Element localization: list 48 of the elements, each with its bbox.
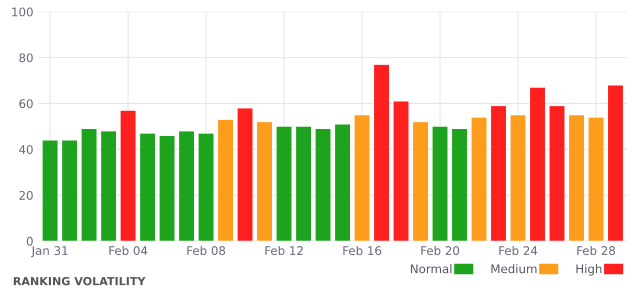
y-tick-label: 100 xyxy=(12,7,33,16)
x-tick-label: Feb 16 xyxy=(343,246,382,256)
bar xyxy=(412,121,429,242)
bar xyxy=(158,135,176,242)
bar xyxy=(432,126,448,242)
bar xyxy=(217,119,234,242)
bar xyxy=(295,126,312,242)
bar xyxy=(373,64,390,242)
bar xyxy=(548,105,566,242)
bar xyxy=(42,140,58,242)
x-tick-label: Feb 28 xyxy=(577,246,616,256)
bar xyxy=(276,126,292,242)
bar xyxy=(139,132,156,242)
x-tick-label: Feb 04 xyxy=(109,246,148,256)
bar xyxy=(314,128,332,242)
x-tick-label: Feb 12 xyxy=(265,246,303,256)
bar xyxy=(354,114,370,242)
bar xyxy=(256,121,273,242)
x-tick-label: Feb 20 xyxy=(421,246,460,256)
bar xyxy=(470,116,488,242)
bar xyxy=(120,110,136,242)
y-tick-label: 20 xyxy=(19,190,33,200)
bar xyxy=(80,128,98,242)
y-tick-label: 0 xyxy=(26,236,33,246)
bar xyxy=(61,140,78,242)
y-tick-label: 60 xyxy=(19,99,33,108)
y-tick-label: 40 xyxy=(19,145,33,154)
legend-label: Medium xyxy=(491,264,536,274)
x-tick-label: Feb 08 xyxy=(187,246,226,256)
y-tick-label: 80 xyxy=(19,53,33,62)
bar xyxy=(588,116,604,242)
legend-label: High xyxy=(576,264,602,276)
bar xyxy=(236,108,254,242)
bar xyxy=(490,105,507,242)
x-tick-label: Feb 24 xyxy=(499,246,538,256)
bar xyxy=(451,128,468,242)
bar xyxy=(568,114,585,242)
bar xyxy=(607,84,624,242)
legend-label: Normal xyxy=(410,264,452,274)
bar xyxy=(178,130,195,242)
bar xyxy=(392,100,410,242)
bar xyxy=(198,132,214,242)
bar xyxy=(334,124,351,242)
bar xyxy=(100,130,117,242)
bar xyxy=(510,114,526,242)
text: RANKING VOLATILITY xyxy=(14,276,146,286)
bar xyxy=(529,87,546,242)
x-tick-label: Jan 31 xyxy=(31,246,68,258)
